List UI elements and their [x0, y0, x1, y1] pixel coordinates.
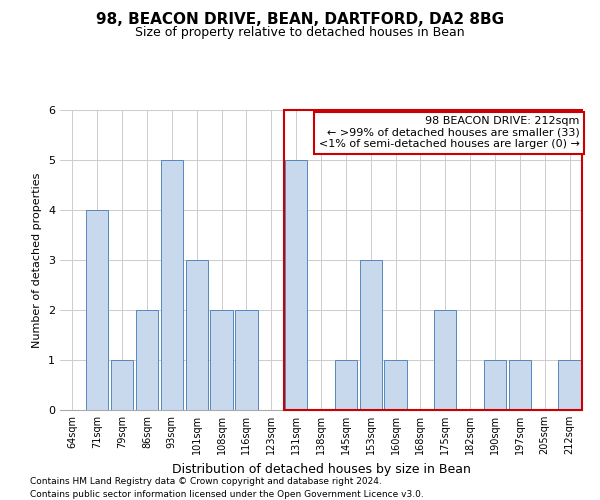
Bar — [509, 360, 531, 410]
Text: Contains HM Land Registry data © Crown copyright and database right 2024.: Contains HM Land Registry data © Crown c… — [30, 478, 382, 486]
Bar — [434, 310, 457, 410]
Bar — [111, 360, 133, 410]
Bar — [335, 360, 357, 410]
Bar — [136, 310, 158, 410]
Bar — [385, 360, 407, 410]
Bar — [285, 160, 307, 410]
Bar — [359, 260, 382, 410]
Bar — [284, 110, 582, 410]
X-axis label: Distribution of detached houses by size in Bean: Distribution of detached houses by size … — [172, 462, 470, 475]
Bar — [86, 210, 109, 410]
Y-axis label: Number of detached properties: Number of detached properties — [32, 172, 43, 348]
Bar — [484, 360, 506, 410]
Bar — [235, 310, 257, 410]
Text: Size of property relative to detached houses in Bean: Size of property relative to detached ho… — [135, 26, 465, 39]
Text: Contains public sector information licensed under the Open Government Licence v3: Contains public sector information licen… — [30, 490, 424, 499]
Bar — [185, 260, 208, 410]
Bar — [161, 160, 183, 410]
Text: 98 BEACON DRIVE: 212sqm
← >99% of detached houses are smaller (33)
<1% of semi-d: 98 BEACON DRIVE: 212sqm ← >99% of detach… — [319, 116, 580, 149]
Bar — [211, 310, 233, 410]
Bar — [559, 360, 581, 410]
Text: 98, BEACON DRIVE, BEAN, DARTFORD, DA2 8BG: 98, BEACON DRIVE, BEAN, DARTFORD, DA2 8B… — [96, 12, 504, 28]
